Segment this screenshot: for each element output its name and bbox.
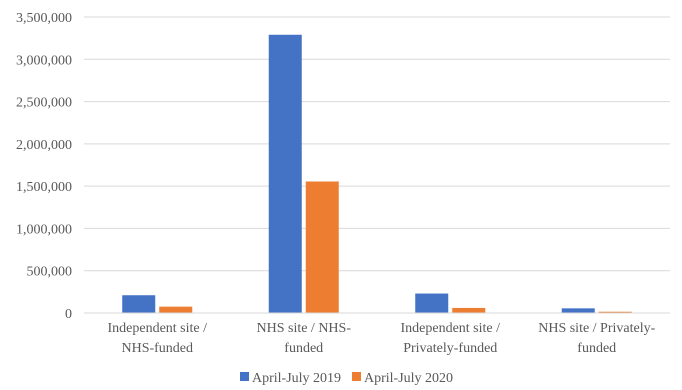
bar-april-july-2020 [305,181,339,313]
legend-label: April-July 2020 [364,371,453,386]
y-tick-label: 2,500,000 [16,96,72,111]
y-tick-label: 1,500,000 [16,180,72,195]
legend-label: April-July 2019 [252,371,341,386]
bar-april-july-2019 [415,293,449,313]
bar-april-july-2019 [268,34,302,313]
legend-swatch [352,372,361,381]
x-tick-label: NHS site / Privately- [538,321,655,336]
x-tick-label: Independent site / [400,321,500,336]
y-tick-label: 0 [65,307,72,322]
bar-april-july-2020 [452,307,486,313]
y-tick-label: 500,000 [27,265,73,280]
x-tick-label: NHS-funded [121,341,193,356]
y-tick-label: 1,000,000 [16,222,72,237]
x-tick-label: Independent site / [107,321,207,336]
x-tick-label: Privately-funded [403,341,497,356]
x-tick-label: NHS site / NHS- [256,321,351,336]
x-axis-labels: Independent site / NHS-funded NHS site / N… [107,321,655,356]
legend: April-July 2019 April-July 2020 [240,371,453,386]
y-tick-label: 2,000,000 [16,138,72,153]
bars [122,34,632,313]
bar-april-july-2019 [561,308,595,313]
bar-april-july-2019 [122,295,156,313]
y-tick-label: 3,500,000 [16,11,72,26]
legend-swatch [240,372,249,381]
bar-april-july-2020 [159,306,193,313]
gridlines [84,16,670,272]
bar-april-july-2020 [598,311,632,313]
x-tick-label: funded [577,341,616,356]
y-axis-labels: 0 500,000 1,000,000 1,500,000 2,000,000 2,500… [16,11,72,322]
x-tick-label: funded [284,341,323,356]
y-tick-label: 3,000,000 [16,53,72,68]
